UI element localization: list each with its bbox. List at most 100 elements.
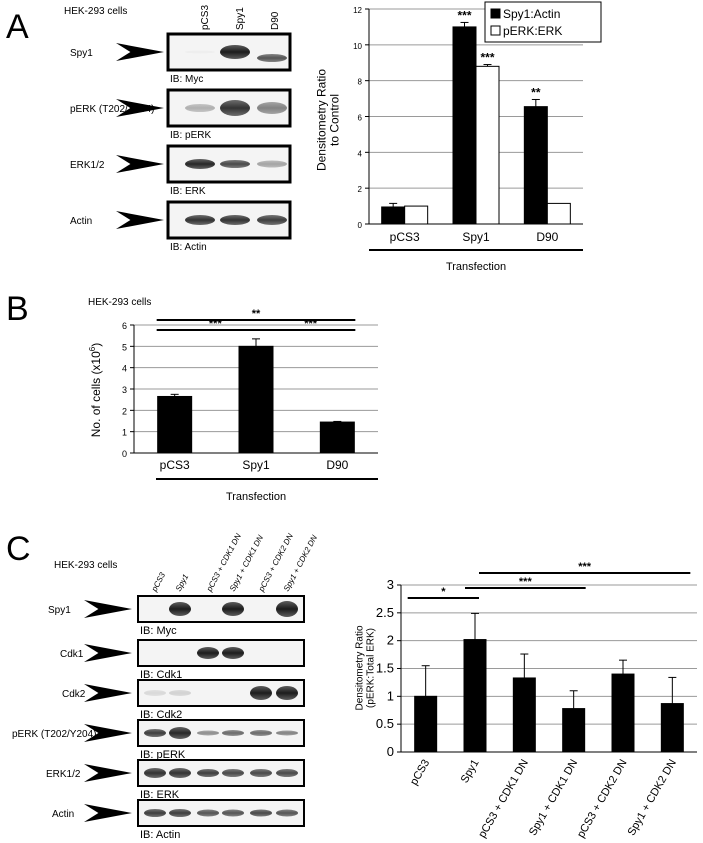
x-tick-label: pCS3 <box>408 758 432 788</box>
lane-label: D90 <box>270 11 281 30</box>
blot-label: pERK (T202/Y204) <box>12 729 97 740</box>
legend-box <box>484 1 602 43</box>
ib-label: IB: Actin <box>170 242 207 253</box>
y-tick-label: 5 <box>122 342 127 352</box>
blot-image <box>137 639 305 667</box>
y-tick-label: 4 <box>358 149 363 158</box>
x-tick-label: D90 <box>326 458 348 472</box>
y-tick-label: 2 <box>122 406 127 416</box>
significance-label: *** <box>480 51 494 65</box>
lane-label: pCS3 <box>200 5 211 30</box>
blot-label: Actin <box>70 216 92 227</box>
blot-band <box>197 809 219 817</box>
arrow-icon <box>84 600 132 618</box>
blot-band <box>250 769 272 777</box>
legend-label: Spy1:Actin <box>503 7 560 21</box>
x-tick-label: pCS3 <box>160 458 190 472</box>
y-tick-label: 10 <box>353 42 362 51</box>
y-axis-title: No. of cells (x106) <box>88 343 103 438</box>
blot-band <box>222 602 244 616</box>
blot-band <box>222 647 244 659</box>
blot-band <box>222 809 244 817</box>
y-tick-label: 0 <box>387 744 394 759</box>
significance-label: *** <box>519 576 533 588</box>
bar <box>475 65 500 225</box>
blot-label: Cdk2 <box>62 689 86 700</box>
x-tick-label: Spy1 <box>459 758 482 786</box>
blot-band <box>185 104 215 112</box>
y-tick-label: 12 <box>353 6 362 15</box>
ib-label: IB: pERK <box>140 749 186 761</box>
significance-label: *** <box>457 8 471 22</box>
blot-band <box>169 602 191 616</box>
blot-band <box>185 215 215 225</box>
panel-a-chart: 0 2 4 6 8 10 12 pCS3 Spy1 D90 Transfection Densitom… <box>315 1 602 273</box>
blot-label: ERK1/2 <box>70 160 105 171</box>
x-tick-label: pCS3 + CDK2 DN <box>575 757 630 840</box>
bar <box>523 106 548 225</box>
arrow-icon <box>116 155 164 173</box>
blot-label: Spy1 <box>48 605 71 616</box>
bar <box>452 26 477 225</box>
legend: Spy1:Actin pERK:ERK <box>484 1 602 43</box>
blot-band <box>257 54 287 62</box>
y-tick-label: 6 <box>358 114 363 123</box>
x-tick-label: D90 <box>536 230 558 244</box>
ib-label: IB: ERK <box>140 789 180 801</box>
significance-label: ** <box>531 85 541 99</box>
bar <box>157 395 193 454</box>
blot-band <box>220 215 250 225</box>
significance-label: * <box>441 586 446 598</box>
blot-band <box>197 730 219 736</box>
blot-band <box>169 809 191 817</box>
panel-a-letter: A <box>6 8 29 46</box>
significance-label: *** <box>578 561 592 573</box>
blot-band <box>220 45 250 59</box>
blot-label: Spy1 <box>70 48 93 59</box>
x-tick-label: Spy1 + CDK2 DN <box>626 757 679 837</box>
y-axis-title: Densitometry Ratioto Control <box>315 69 342 171</box>
y-axis-title: Densitometry Ratio(pERK:Total ERK) <box>355 625 377 710</box>
arrow-icon <box>84 644 132 662</box>
blot-band <box>169 727 191 739</box>
panel-c: C HEK-293 cells pCS3 Spy1 pCS3 + CDK1 DNSp… <box>6 530 697 841</box>
panel-b-letter: B <box>6 290 29 328</box>
ib-label: IB: pERK <box>170 130 211 141</box>
y-tick-label: 0.5 <box>376 716 394 731</box>
y-tick-label: 4 <box>122 364 127 374</box>
y-tick-label: 1 <box>122 428 127 438</box>
x-axis-title: Transfection <box>446 261 506 273</box>
x-axis-title: Transfection <box>226 491 286 503</box>
x-tick-label: pCS3 + CDK1 DN <box>476 757 531 840</box>
y-tick-label: 0 <box>122 449 127 459</box>
blot-band <box>276 809 298 817</box>
blot-label: ERK1/2 <box>46 769 81 780</box>
ib-label: IB: Cdk1 <box>140 669 182 681</box>
blot-label: Cdk1 <box>60 649 84 660</box>
x-tick-label: Spy1 <box>462 230 490 244</box>
legend-swatch <box>490 25 501 36</box>
panel-a-cell-line: HEK-293 cells <box>64 6 127 17</box>
ib-label: IB: Myc <box>170 74 203 85</box>
blot-label: pERK (T202/Y204) <box>70 104 155 115</box>
significance-label: *** <box>304 318 318 330</box>
arrow-icon <box>116 211 164 229</box>
panel-a-blots: Spy1 IB: Myc pERK (T202/Y204) IB: pERK ERK1/… <box>70 32 292 253</box>
blot-band <box>222 730 244 736</box>
blot-band <box>169 768 191 778</box>
lane-label: Spy1 <box>235 7 246 30</box>
y-tick-label: 3 <box>122 385 127 395</box>
blot-band <box>250 686 272 700</box>
y-tick-label: 0 <box>358 221 363 230</box>
blot-band <box>169 690 191 696</box>
arrow-icon <box>84 764 132 782</box>
lane-label: pCS3 <box>149 571 167 594</box>
arrow-icon <box>116 43 164 61</box>
blot-band <box>276 769 298 777</box>
blot-band <box>144 729 166 737</box>
blot-image <box>166 32 292 72</box>
blot-band <box>250 730 272 736</box>
